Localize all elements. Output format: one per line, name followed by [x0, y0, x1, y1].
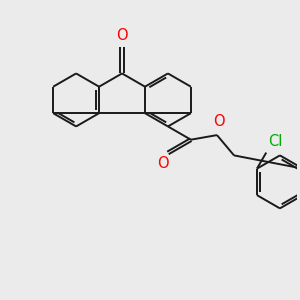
Text: O: O — [213, 114, 224, 129]
Text: Cl: Cl — [268, 134, 282, 149]
Text: O: O — [116, 28, 128, 44]
Text: O: O — [157, 157, 168, 172]
